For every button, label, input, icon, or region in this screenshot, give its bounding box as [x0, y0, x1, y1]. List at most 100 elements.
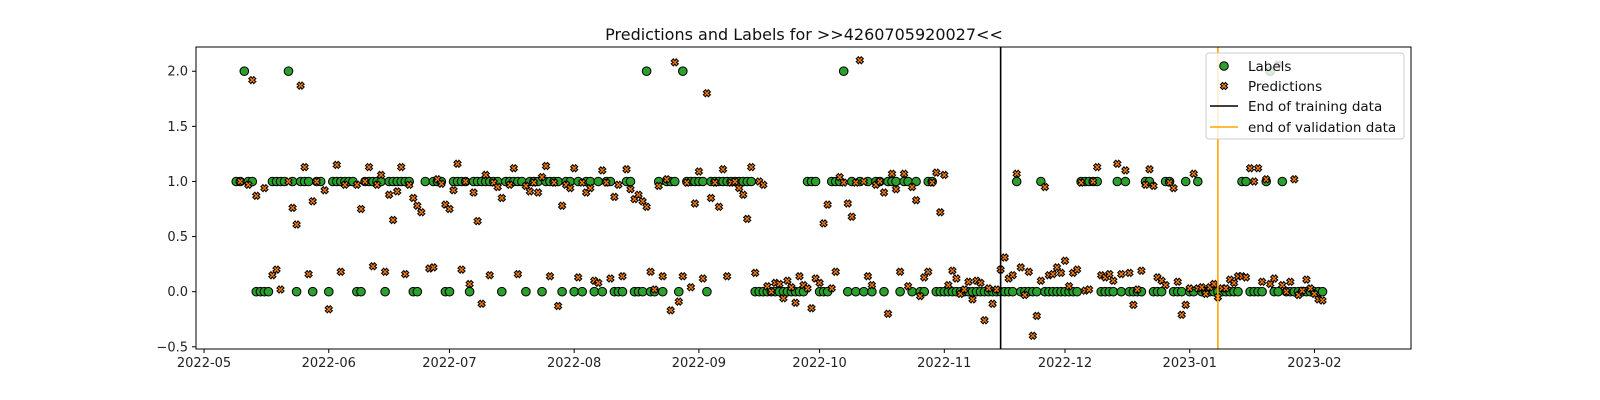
- prediction-point: [694, 167, 704, 176]
- prediction-point: [650, 285, 659, 294]
- label-point: [557, 286, 567, 297]
- prediction-point: [243, 180, 253, 190]
- prediction-point: [706, 193, 716, 203]
- label-point: [625, 176, 636, 187]
- prediction-point: [1056, 268, 1066, 278]
- prediction-point: [935, 207, 945, 217]
- prediction-point: [429, 263, 438, 272]
- prediction-point: [903, 281, 913, 291]
- prediction-point: [722, 271, 732, 281]
- prediction-point: [400, 269, 410, 279]
- prediction-point: [1104, 269, 1114, 279]
- prediction-point: [686, 282, 696, 292]
- prediction-point: [437, 179, 446, 189]
- prediction-point: [634, 190, 643, 200]
- prediction-point: [815, 278, 824, 288]
- prediction-point: [1108, 276, 1118, 286]
- label-point: [1116, 286, 1127, 297]
- label-point: [593, 176, 604, 187]
- prediction-point: [855, 55, 865, 65]
- prediction-point: [416, 207, 426, 217]
- prediction-point: [545, 271, 555, 281]
- label-point: [891, 176, 901, 187]
- prediction-point: [662, 174, 672, 184]
- label-point: [1156, 286, 1167, 297]
- y-tick-label: 2.0: [167, 65, 188, 80]
- prediction-point: [1141, 180, 1150, 190]
- label-point: [879, 286, 889, 297]
- prediction-point: [734, 183, 744, 193]
- prediction-point: [340, 180, 350, 190]
- prediction-point: [533, 188, 543, 197]
- legend-box: [1205, 52, 1405, 140]
- x-tick-label: 2022-07: [422, 356, 476, 371]
- prediction-point: [1000, 253, 1010, 262]
- prediction-point: [304, 269, 313, 279]
- plot-area: [231, 55, 1328, 341]
- x-tick-label: 2022-12: [1038, 356, 1092, 371]
- prediction-point: [1165, 178, 1174, 187]
- prediction-point: [1092, 162, 1102, 172]
- prediction-point: [557, 201, 567, 211]
- prediction-point: [610, 192, 619, 202]
- prediction-point: [742, 214, 752, 224]
- prediction-point: [1281, 287, 1291, 297]
- prediction-point: [843, 199, 853, 208]
- prediction-point: [251, 191, 261, 201]
- prediction-point: [284, 177, 293, 186]
- prediction-point: [537, 172, 547, 182]
- prediction-point: [1145, 164, 1154, 174]
- prediction-point: [750, 268, 760, 278]
- label-point: [867, 286, 877, 297]
- prediction-point: [372, 180, 382, 190]
- prediction-point: [368, 261, 378, 271]
- prediction-point: [911, 195, 921, 205]
- prediction-point: [505, 180, 515, 190]
- prediction-point: [477, 299, 486, 309]
- prediction-point: [1064, 281, 1074, 291]
- prediction-point: [1306, 284, 1315, 293]
- prediction-point: [626, 184, 635, 194]
- prediction-point: [525, 187, 535, 196]
- prediction-point: [642, 202, 651, 212]
- prediction-point: [541, 161, 551, 171]
- prediction-point: [457, 265, 466, 274]
- prediction-point: [787, 282, 796, 292]
- prediction-point: [300, 162, 309, 172]
- prediction-point: [549, 178, 559, 187]
- prediction-point: [851, 178, 861, 187]
- prediction-point: [859, 177, 869, 186]
- chart-title: Predictions and Labels for >>42607059200…: [605, 25, 1003, 44]
- prediction-point: [1088, 177, 1098, 186]
- prediction-point: [1169, 183, 1178, 193]
- prediction-point: [320, 185, 330, 195]
- prediction-point: [618, 271, 627, 281]
- prediction-point: [678, 271, 688, 281]
- label-point: [589, 286, 600, 297]
- prediction-point: [891, 184, 901, 194]
- prediction-point: [352, 180, 362, 190]
- prediction-point: [883, 309, 893, 319]
- prediction-point: [569, 163, 579, 173]
- label-point: [1257, 286, 1267, 297]
- prediction-point: [775, 279, 784, 289]
- prediction-point: [875, 177, 885, 186]
- prediction-point: [453, 159, 462, 169]
- prediction-point: [360, 177, 370, 186]
- legend-label: End of training data: [1248, 99, 1382, 115]
- prediction-point: [1012, 169, 1022, 179]
- label-point: [843, 286, 853, 297]
- prediction-point: [674, 297, 684, 306]
- prediction-point: [907, 182, 917, 192]
- prediction-point: [1084, 285, 1094, 294]
- prediction-point: [332, 160, 342, 170]
- label-point: [577, 286, 588, 297]
- prediction-point: [1112, 159, 1122, 169]
- label-point: [641, 66, 652, 76]
- prediction-point: [658, 271, 668, 281]
- label-point: [637, 286, 648, 297]
- prediction-point: [593, 278, 603, 288]
- label-point: [838, 66, 849, 76]
